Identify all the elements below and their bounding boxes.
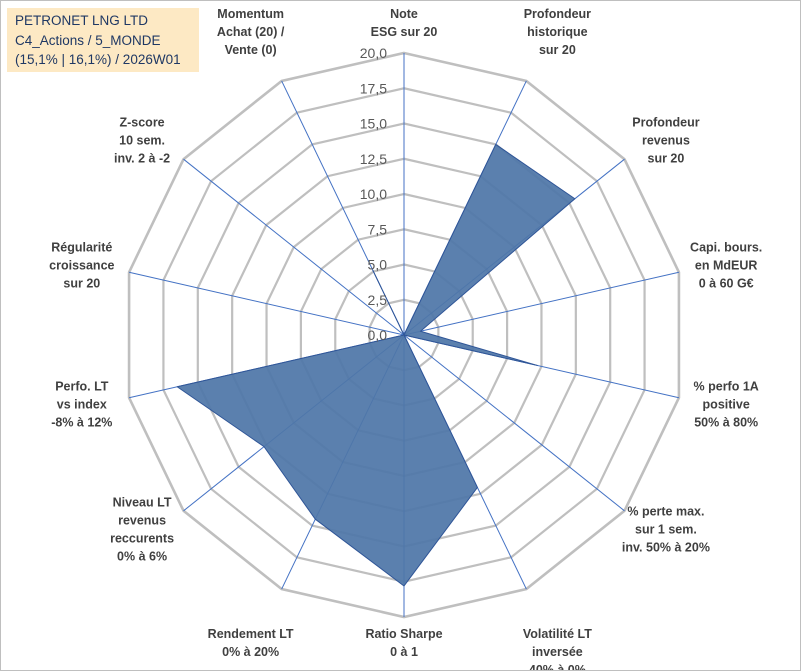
chart-title-line-3: (15,1% | 16,1%) / 2026W01 xyxy=(15,52,181,67)
axis-label-7: Volatilité LT inversée 40% à 0% xyxy=(523,627,592,670)
tick-label: 20,0 xyxy=(360,45,387,61)
axis-label-9: Rendement LT 0% à 20% xyxy=(208,627,294,659)
chart-title-line-1: PETRONET LNG LTD xyxy=(15,13,149,28)
axis-label-1: Note ESG sur 20 xyxy=(371,7,438,39)
axis-spoke-12 xyxy=(128,271,405,336)
radial-tick-labels: 0,0 2,5 5,0 7,5 10,0 12,5 15,0 17,5 20,0 xyxy=(360,45,387,343)
tick-label: 2,5 xyxy=(368,292,388,308)
axis-label-3: Profondeur revenus sur 20 xyxy=(632,115,699,165)
axis-label-5: % perfo 1A positive 50% à 80% xyxy=(694,379,759,429)
tick-label: 17,5 xyxy=(360,80,387,96)
axis-spoke-6 xyxy=(403,334,625,512)
tick-label: 7,5 xyxy=(368,221,388,237)
axis-label-11: Perfo. LT vs index -8% à 12% xyxy=(51,379,112,429)
tick-label: 0,0 xyxy=(368,327,388,343)
radar-series xyxy=(176,143,576,587)
axis-label-12: Régularité croissance sur 20 xyxy=(49,241,114,291)
axis-label-13: Z-score 10 sem. inv. 2 à -2 xyxy=(114,115,170,165)
series-area-1 xyxy=(176,143,576,587)
chart-title-box: PETRONET LNG LTD C4_Actions / 5_MONDE (1… xyxy=(7,8,199,72)
axis-label-6: % perte max. sur 1 sem. inv. 50% à 20% xyxy=(622,505,710,555)
axis-labels: Note ESG sur 20 Profondeur historique sur 20… xyxy=(49,7,762,670)
chart-title-line-2: C4_Actions / 5_MONDE xyxy=(15,32,161,48)
tick-label: 10,0 xyxy=(360,186,387,202)
axis-spoke-4 xyxy=(403,271,680,336)
tick-label: 5,0 xyxy=(368,257,388,273)
axis-label-10: Niveau LT revenus reccurents 0% à 6% xyxy=(110,496,174,564)
axis-label-2: Profondeur historique sur 20 xyxy=(524,7,591,57)
tick-label: 12,5 xyxy=(360,151,387,167)
axis-label-4: Capi. bours. en MdEUR 0 à 60 G€ xyxy=(690,241,762,291)
axis-spoke-13 xyxy=(183,158,405,336)
axis-label-14: Momentum Achat (20) / Vente (0) xyxy=(217,7,285,57)
tick-label: 15,0 xyxy=(360,116,387,132)
axis-label-8: Ratio Sharpe 0 à 1 xyxy=(365,627,442,659)
